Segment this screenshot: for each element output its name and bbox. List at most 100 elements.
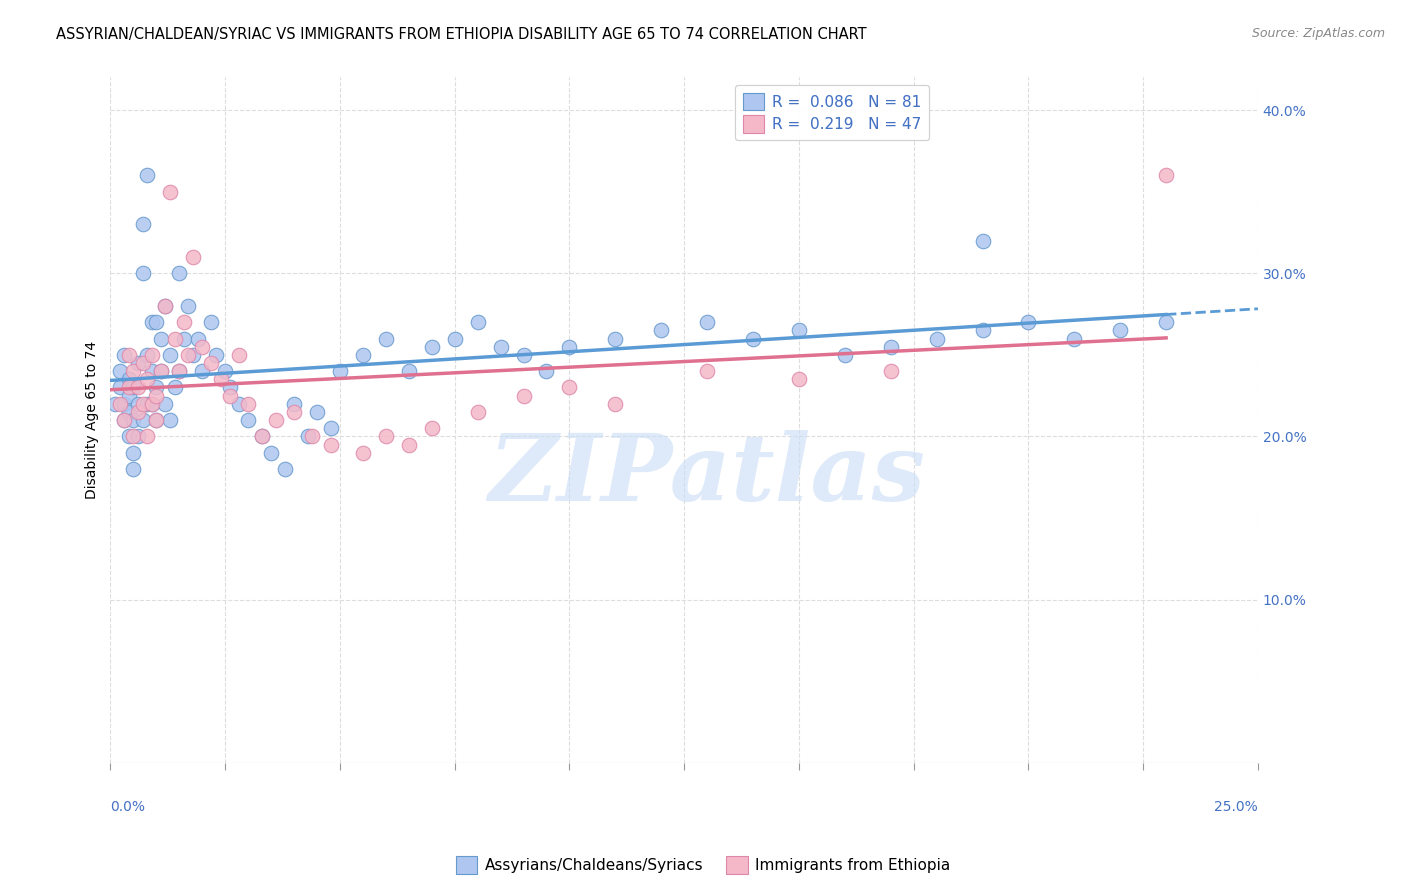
Point — [112, 397, 135, 411]
Point — [155, 299, 177, 313]
Point — [122, 380, 145, 394]
Point — [200, 356, 222, 370]
Point — [108, 397, 131, 411]
Point — [250, 429, 273, 443]
Point — [467, 315, 489, 329]
Point — [880, 340, 903, 354]
Point — [605, 332, 627, 346]
Point — [145, 413, 167, 427]
Point — [118, 389, 141, 403]
Point — [191, 364, 214, 378]
Point — [319, 421, 342, 435]
Point — [159, 348, 181, 362]
Point — [191, 340, 214, 354]
Point — [696, 315, 718, 329]
Point — [131, 356, 153, 370]
Point — [167, 364, 190, 378]
Point — [214, 364, 236, 378]
Point — [145, 315, 167, 329]
Point — [145, 413, 167, 427]
Point — [159, 185, 181, 199]
Point — [118, 405, 141, 419]
Point — [374, 429, 396, 443]
Point — [301, 429, 323, 443]
Point — [650, 323, 672, 337]
Point — [118, 429, 141, 443]
Point — [512, 389, 534, 403]
Point — [122, 446, 145, 460]
Text: 25.0%: 25.0% — [1215, 800, 1258, 814]
Text: 0.0%: 0.0% — [111, 800, 145, 814]
Point — [118, 372, 141, 386]
Point — [163, 380, 186, 394]
Point — [155, 397, 177, 411]
Point — [834, 348, 856, 362]
Point — [218, 380, 240, 394]
Point — [122, 462, 145, 476]
Point — [260, 446, 283, 460]
Point — [108, 364, 131, 378]
Point — [136, 397, 159, 411]
Point — [374, 332, 396, 346]
Point — [972, 323, 994, 337]
Point — [145, 389, 167, 403]
Point — [127, 356, 149, 370]
Point — [122, 413, 145, 427]
Point — [329, 364, 352, 378]
Point — [181, 250, 204, 264]
Point — [136, 169, 159, 183]
Point — [512, 348, 534, 362]
Text: ZIPatlas: ZIPatlas — [489, 430, 925, 520]
Point — [131, 266, 153, 280]
Legend: R =  0.086   N = 81, R =  0.219   N = 47: R = 0.086 N = 81, R = 0.219 N = 47 — [735, 85, 929, 140]
Point — [1154, 315, 1177, 329]
Y-axis label: Disability Age 65 to 74: Disability Age 65 to 74 — [86, 341, 100, 500]
Point — [127, 397, 149, 411]
Point — [283, 405, 305, 419]
Point — [167, 266, 190, 280]
Point — [398, 364, 420, 378]
Point — [167, 364, 190, 378]
Point — [118, 348, 141, 362]
Point — [136, 429, 159, 443]
Point — [122, 364, 145, 378]
Point — [118, 380, 141, 394]
Point — [108, 380, 131, 394]
Point — [200, 315, 222, 329]
Point — [141, 348, 163, 362]
Point — [159, 413, 181, 427]
Point — [104, 397, 127, 411]
Point — [297, 429, 319, 443]
Text: Source: ZipAtlas.com: Source: ZipAtlas.com — [1251, 27, 1385, 40]
Point — [112, 413, 135, 427]
Point — [131, 397, 153, 411]
Point — [112, 413, 135, 427]
Point — [145, 380, 167, 394]
Point — [122, 429, 145, 443]
Point — [467, 405, 489, 419]
Point — [181, 348, 204, 362]
Point — [1109, 323, 1132, 337]
Point — [141, 397, 163, 411]
Point — [283, 397, 305, 411]
Point — [605, 397, 627, 411]
Point — [236, 413, 259, 427]
Point — [173, 315, 195, 329]
Point — [141, 315, 163, 329]
Point — [155, 299, 177, 313]
Point — [1154, 169, 1177, 183]
Legend: Assyrians/Chaldeans/Syriacs, Immigrants from Ethiopia: Assyrians/Chaldeans/Syriacs, Immigrants … — [450, 850, 956, 880]
Point — [112, 348, 135, 362]
Point — [149, 332, 172, 346]
Point — [787, 372, 810, 386]
Point — [187, 332, 209, 346]
Point — [136, 372, 159, 386]
Point — [420, 421, 443, 435]
Point — [420, 340, 443, 354]
Point — [141, 397, 163, 411]
Point — [536, 364, 558, 378]
Point — [1063, 332, 1085, 346]
Point — [264, 413, 287, 427]
Text: ASSYRIAN/CHALDEAN/SYRIAC VS IMMIGRANTS FROM ETHIOPIA DISABILITY AGE 65 TO 74 COR: ASSYRIAN/CHALDEAN/SYRIAC VS IMMIGRANTS F… — [56, 27, 868, 42]
Point — [141, 364, 163, 378]
